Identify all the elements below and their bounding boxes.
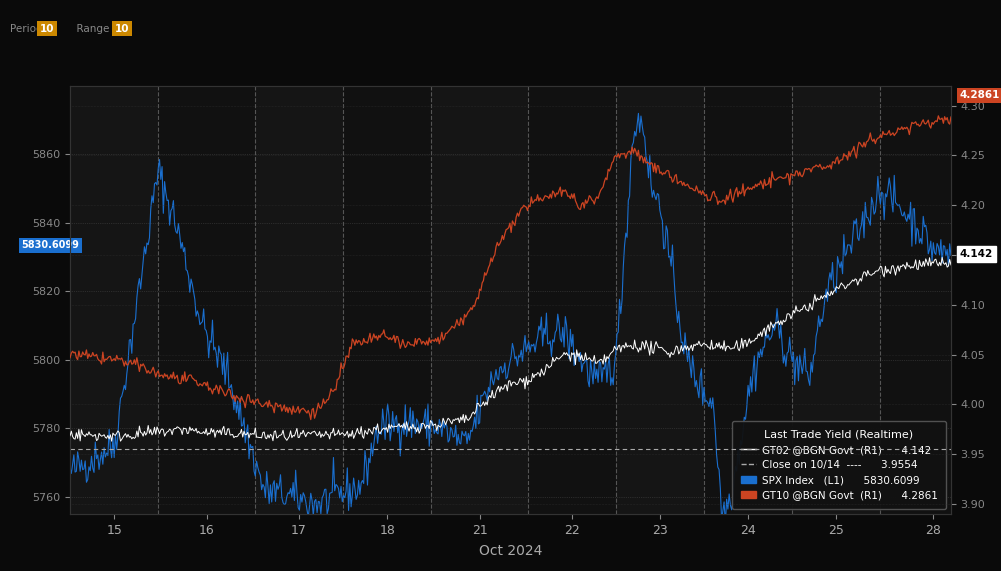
Text: 10: 10	[40, 23, 54, 34]
Text: 10: 10	[115, 23, 129, 34]
Legend: GT02 @BGN Govt  (R1)      4.142, Close on 10/14  ----      3.9554, SPX Index   (: GT02 @BGN Govt (R1) 4.142, Close on 10/1…	[733, 421, 946, 509]
Text: 4.142: 4.142	[960, 249, 993, 259]
Bar	[431, 86, 529, 514]
Text: 5830.6099: 5830.6099	[22, 240, 79, 251]
Text: 4.2861: 4.2861	[960, 90, 1000, 100]
Text: Period: Period	[10, 23, 49, 34]
Bar	[617, 86, 705, 514]
Bar	[70, 86, 158, 514]
Bar	[793, 86, 881, 514]
Text: Range: Range	[70, 23, 116, 34]
Bar	[255, 86, 343, 514]
X-axis label: Oct 2024: Oct 2024	[478, 544, 543, 557]
